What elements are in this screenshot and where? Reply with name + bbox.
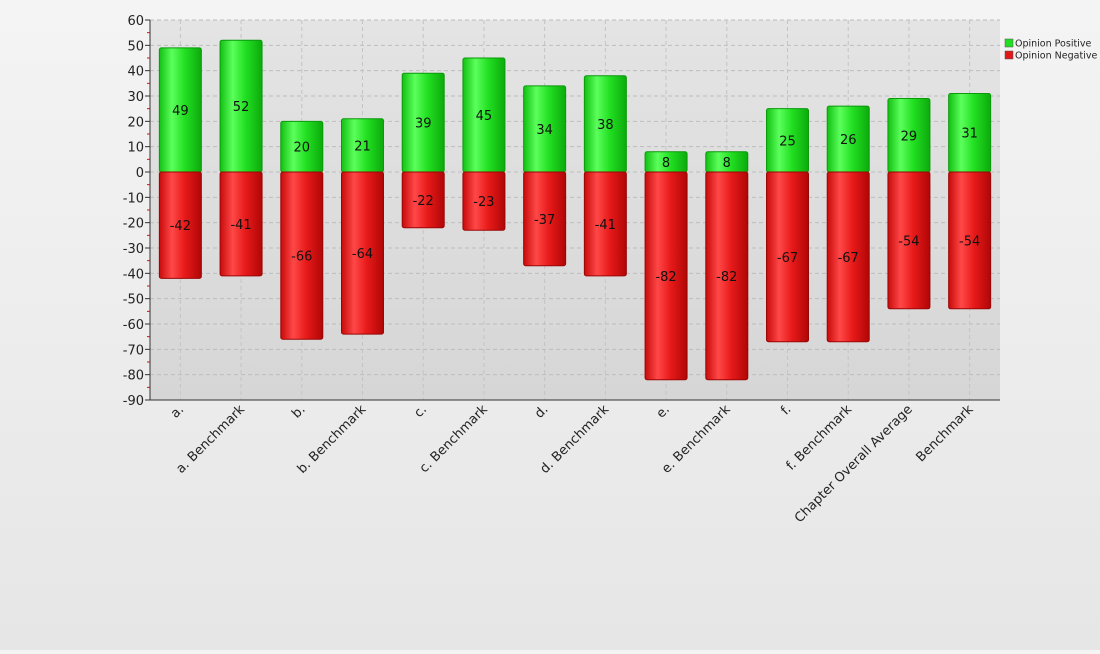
bar-negative-13[interactable] bbox=[948, 171, 992, 310]
bar-negative-2[interactable] bbox=[280, 171, 324, 340]
y-tick-label: -30 bbox=[123, 242, 144, 257]
bar-negative-9[interactable] bbox=[705, 171, 749, 381]
y-tick-label: 50 bbox=[127, 39, 144, 54]
bar-negative-8[interactable] bbox=[644, 171, 688, 381]
y-tick-label: -80 bbox=[123, 369, 144, 384]
data-label-positive-13: 31 bbox=[961, 127, 978, 142]
data-label-positive-7: 38 bbox=[597, 118, 614, 133]
bar-negative-11[interactable] bbox=[826, 171, 870, 343]
data-label-negative-2: -66 bbox=[291, 250, 312, 265]
x-tick-label: b. bbox=[289, 402, 308, 421]
y-tick-label: -20 bbox=[123, 217, 144, 232]
data-label-negative-6: -37 bbox=[534, 213, 555, 228]
data-label-negative-11: -67 bbox=[838, 251, 859, 266]
y-tick-label: 0 bbox=[136, 166, 144, 181]
y-tick-label: 60 bbox=[127, 14, 144, 29]
x-tick-label: e. bbox=[654, 402, 673, 421]
y-tick-label: -90 bbox=[123, 394, 144, 409]
bars: 49 52 20 21 39 45 34 38 8 8 25 26 29 31 -42 -41 -66 -64 -2… bbox=[158, 39, 992, 381]
legend-swatch-0 bbox=[1004, 38, 1014, 48]
bar-negative-4[interactable] bbox=[401, 171, 445, 229]
x-tick-label: c. bbox=[411, 402, 430, 421]
legend-swatch-1 bbox=[1004, 50, 1014, 60]
bar-negative-3[interactable] bbox=[341, 171, 384, 335]
bar-negative-7[interactable] bbox=[583, 171, 627, 277]
bar-negative-5[interactable] bbox=[462, 171, 506, 231]
x-tick-label: a. bbox=[168, 402, 187, 421]
bar-negative-0[interactable] bbox=[158, 171, 202, 279]
data-label-positive-8: 8 bbox=[662, 156, 670, 171]
bar-negative-12[interactable] bbox=[887, 171, 931, 310]
data-label-positive-12: 29 bbox=[901, 129, 918, 144]
x-tick-label: f. bbox=[778, 402, 794, 418]
data-label-negative-10: -67 bbox=[777, 251, 798, 266]
data-label-positive-10: 25 bbox=[779, 134, 796, 149]
data-label-positive-5: 45 bbox=[476, 109, 493, 124]
data-label-negative-9: -82 bbox=[716, 270, 737, 285]
y-tick-label: -40 bbox=[123, 267, 144, 282]
bar-negative-10[interactable] bbox=[766, 171, 809, 343]
y-tick-label: 30 bbox=[127, 90, 144, 105]
data-label-negative-5: -23 bbox=[473, 195, 494, 210]
data-label-negative-1: -41 bbox=[230, 218, 251, 233]
y-tick-label: -70 bbox=[123, 343, 144, 358]
plot-background bbox=[150, 20, 1000, 400]
x-tick-label: Chapter Overall Average bbox=[792, 402, 916, 526]
y-tick-label: 40 bbox=[127, 65, 144, 80]
y-tick-label: -10 bbox=[123, 191, 144, 206]
data-label-negative-8: -82 bbox=[655, 270, 676, 285]
data-label-positive-0: 49 bbox=[172, 104, 189, 119]
data-label-positive-11: 26 bbox=[840, 133, 857, 148]
data-label-negative-12: -54 bbox=[898, 234, 919, 249]
y-tick-label: 10 bbox=[127, 141, 144, 156]
data-label-negative-3: -64 bbox=[352, 247, 373, 262]
data-label-positive-4: 39 bbox=[415, 117, 432, 132]
legend-label-1: Opinion Negative bbox=[1015, 51, 1097, 62]
x-tick-label: Benchmark bbox=[914, 402, 977, 465]
data-label-positive-9: 8 bbox=[723, 156, 731, 171]
data-label-positive-2: 20 bbox=[294, 141, 311, 156]
y-tick-label: -50 bbox=[123, 293, 144, 308]
data-label-negative-4: -22 bbox=[413, 194, 434, 209]
y-tick-label: -60 bbox=[123, 318, 144, 333]
data-label-positive-3: 21 bbox=[354, 139, 371, 154]
data-label-negative-7: -41 bbox=[595, 218, 616, 233]
data-label-negative-0: -42 bbox=[170, 219, 191, 234]
data-label-negative-13: -54 bbox=[959, 234, 980, 249]
y-tick-label: 20 bbox=[127, 115, 144, 130]
legend-label-0: Opinion Positive bbox=[1015, 39, 1091, 50]
bar-negative-6[interactable] bbox=[523, 171, 567, 267]
data-label-positive-6: 34 bbox=[536, 123, 553, 138]
data-label-positive-1: 52 bbox=[233, 100, 250, 115]
x-tick-label: d. bbox=[532, 402, 551, 421]
bar-negative-1[interactable] bbox=[219, 171, 263, 277]
